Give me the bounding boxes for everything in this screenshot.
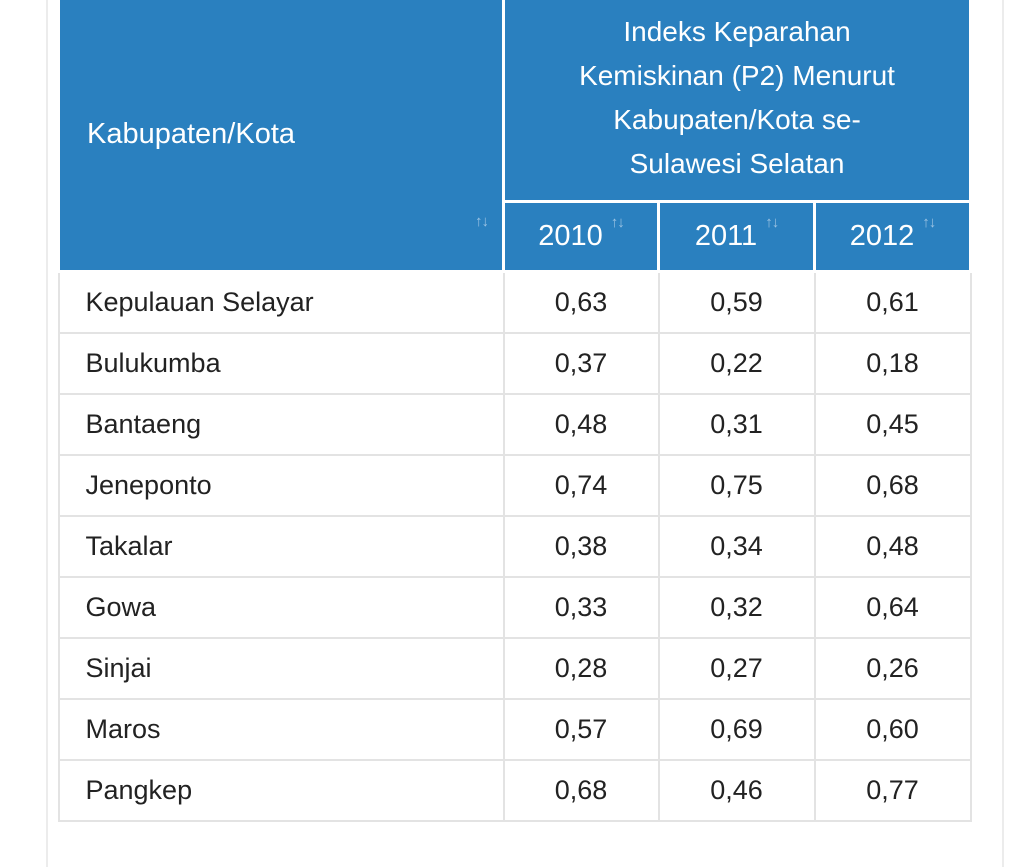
cell-value-2010: 0,74 bbox=[502, 453, 660, 517]
cell-value-2011: 0,46 bbox=[657, 758, 816, 822]
table-row: Gowa 0,33 0,32 0,64 bbox=[57, 575, 972, 639]
group-title-line: Sulawesi Selatan bbox=[629, 147, 845, 179]
cell-region-name: Gowa bbox=[57, 575, 505, 639]
cell-value-2012: 0,60 bbox=[813, 697, 972, 761]
cell-region-name: Maros bbox=[57, 697, 505, 761]
table-row: Sinjai 0,28 0,27 0,26 bbox=[57, 636, 972, 700]
sort-icon[interactable]: ↑↓ bbox=[475, 213, 489, 230]
cell-region-name: Takalar bbox=[57, 514, 505, 578]
column-header-2012[interactable]: 2012 ↑↓ bbox=[812, 200, 973, 273]
cell-value-2010: 0,33 bbox=[502, 575, 660, 639]
cell-value-2011: 0,32 bbox=[657, 575, 816, 639]
cell-value-2010: 0,37 bbox=[502, 331, 660, 395]
table-row: Bantaeng 0,48 0,31 0,45 bbox=[57, 392, 972, 456]
poverty-severity-table: Kabupaten/Kota ↑↓ Indeks Keparahan Kemis… bbox=[57, 0, 973, 822]
sort-icon[interactable]: ↑↓ bbox=[765, 214, 779, 231]
table-body: Kepulauan Selayar 0,63 0,59 0,61 Bulukum… bbox=[57, 270, 972, 822]
cell-value-2010: 0,28 bbox=[502, 636, 660, 700]
cell-value-2012: 0,48 bbox=[813, 514, 972, 578]
cell-value-2010: 0,57 bbox=[502, 697, 660, 761]
cell-value-2010: 0,68 bbox=[502, 758, 660, 822]
table-row: Bulukumba 0,37 0,22 0,18 bbox=[57, 331, 972, 395]
cell-value-2011: 0,75 bbox=[657, 453, 816, 517]
table-header: Kabupaten/Kota ↑↓ Indeks Keparahan Kemis… bbox=[57, 0, 973, 273]
table-row: Takalar 0,38 0,34 0,48 bbox=[57, 514, 972, 578]
cell-value-2012: 0,64 bbox=[813, 575, 972, 639]
column-group-header: Indeks Keparahan Kemiskinan (P2) Menurut… bbox=[501, 0, 973, 203]
table-row: Jeneponto 0,74 0,75 0,68 bbox=[57, 453, 972, 517]
column-header-2010[interactable]: 2010 ↑↓ bbox=[502, 200, 660, 273]
cell-region-name: Bulukumba bbox=[57, 331, 505, 395]
column-header-kabupaten-label: Kabupaten/Kota bbox=[87, 118, 296, 150]
group-title-line: Indeks Keparahan bbox=[623, 15, 851, 47]
cell-value-2011: 0,34 bbox=[657, 514, 816, 578]
cell-value-2010: 0,48 bbox=[502, 392, 660, 456]
column-header-kabupaten[interactable]: Kabupaten/Kota ↑↓ bbox=[57, 0, 505, 273]
cell-value-2012: 0,45 bbox=[813, 392, 972, 456]
cell-value-2010: 0,63 bbox=[502, 270, 660, 334]
cell-value-2012: 0,26 bbox=[813, 636, 972, 700]
frame-divider-left bbox=[46, 0, 48, 867]
cell-region-name: Sinjai bbox=[57, 636, 505, 700]
cell-region-name: Kepulauan Selayar bbox=[57, 270, 505, 334]
cell-value-2012: 0,18 bbox=[813, 331, 972, 395]
group-title-line: Kabupaten/Kota se- bbox=[613, 103, 861, 135]
group-title-line: Kemiskinan (P2) Menurut bbox=[579, 59, 895, 91]
cell-value-2011: 0,27 bbox=[657, 636, 816, 700]
sort-icon[interactable]: ↑↓ bbox=[610, 214, 625, 231]
cell-value-2012: 0,61 bbox=[813, 270, 972, 334]
year-label: 2012 bbox=[849, 220, 915, 252]
year-label: 2011 bbox=[694, 220, 758, 252]
cell-region-name: Jeneponto bbox=[57, 453, 505, 517]
table-row: Maros 0,57 0,69 0,60 bbox=[57, 697, 972, 761]
year-label: 2010 bbox=[538, 220, 603, 252]
cell-value-2011: 0,31 bbox=[657, 392, 816, 456]
cell-value-2011: 0,22 bbox=[657, 331, 816, 395]
frame-divider-right bbox=[1002, 0, 1004, 867]
sort-icon[interactable]: ↑↓ bbox=[922, 214, 936, 231]
table-row: Pangkep 0,68 0,46 0,77 bbox=[57, 758, 972, 822]
cell-region-name: Pangkep bbox=[57, 758, 505, 822]
cell-value-2011: 0,59 bbox=[657, 270, 816, 334]
cell-value-2012: 0,77 bbox=[813, 758, 972, 822]
cell-region-name: Bantaeng bbox=[57, 392, 505, 456]
table-row: Kepulauan Selayar 0,63 0,59 0,61 bbox=[57, 270, 972, 334]
cell-value-2010: 0,38 bbox=[502, 514, 660, 578]
column-header-2011[interactable]: 2011 ↑↓ bbox=[657, 200, 816, 273]
cell-value-2012: 0,68 bbox=[813, 453, 972, 517]
cell-value-2011: 0,69 bbox=[657, 697, 816, 761]
